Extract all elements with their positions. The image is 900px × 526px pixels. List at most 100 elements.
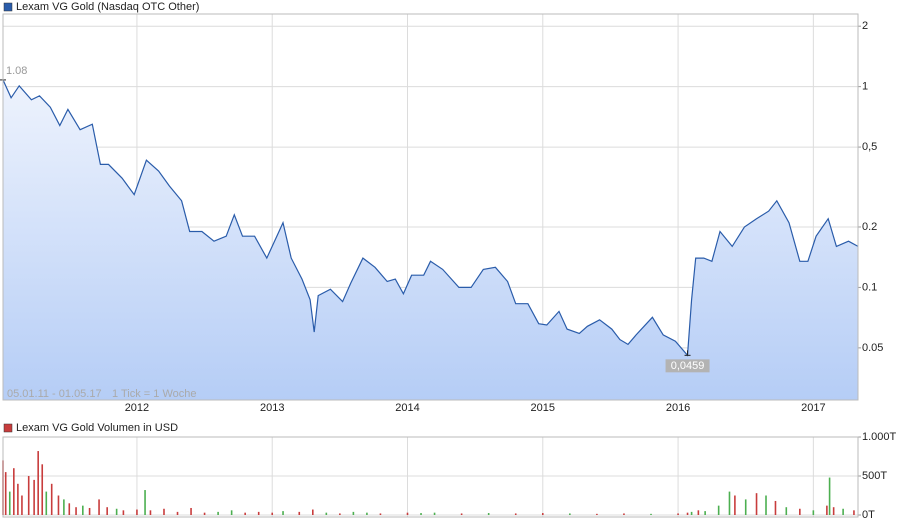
volume-bar: [406, 512, 409, 515]
volume-bar: [744, 499, 747, 515]
volume-bar: [176, 511, 179, 515]
area-fill: [3, 79, 858, 401]
x-tick-label: 2012: [125, 402, 149, 414]
volume-bar: [460, 513, 463, 515]
x-tick-label: 2014: [395, 402, 419, 414]
volume-bar: [366, 512, 368, 515]
volume-bar: [596, 513, 598, 515]
x-tick-label: 2015: [531, 402, 555, 414]
min-label-box: [665, 359, 710, 373]
volume-bar: [63, 499, 65, 515]
volume-bar: [33, 479, 35, 515]
volume-bar: [115, 508, 118, 515]
volume-bar: [21, 495, 23, 515]
volume-bar: [163, 508, 165, 515]
volume-bar: [75, 507, 77, 515]
x-tick-label: 2016: [666, 402, 690, 414]
max-label: 1.08: [6, 65, 27, 77]
volume-bar: [728, 491, 731, 515]
volume-bar: [420, 513, 422, 515]
tick-note: 1 Tick = 1 Woche: [112, 388, 196, 400]
volume-bar: [704, 511, 706, 515]
volume-bar: [50, 483, 53, 515]
y-tick-label: 500T: [862, 470, 887, 482]
volume-bar: [774, 500, 777, 515]
volume-bar: [433, 512, 436, 515]
volume-bar: [717, 505, 720, 515]
volume-bar: [106, 507, 108, 515]
volume-bar: [98, 499, 100, 515]
legend-swatch: [3, 2, 13, 12]
volume-bar: [686, 512, 689, 515]
legend-label: Lexam VG Gold Volumen in USD: [16, 422, 178, 434]
y-tick-label: 1.000T: [862, 431, 897, 443]
volume-bar: [190, 507, 192, 515]
min-label: 0,0459: [671, 360, 705, 372]
legend-swatch: [3, 423, 13, 433]
volume-bar: [487, 513, 490, 515]
volume-bar: [203, 512, 206, 515]
y-tick-label: 0.05: [862, 342, 883, 354]
volume-bar: [569, 513, 571, 515]
volume-bar: [812, 510, 815, 515]
x-tick-label: 2013: [260, 402, 284, 414]
plot-frame: [2, 436, 859, 518]
volume-bar: [68, 503, 71, 515]
date-range-note: 05.01.11 - 01.05.17: [7, 388, 102, 400]
volume-bar: [41, 464, 44, 515]
volume-bar: [799, 508, 801, 515]
y-tick-label: 1: [862, 81, 868, 93]
volume-bar: [82, 505, 84, 515]
price-line: [2, 79, 859, 357]
volume-bar: [45, 491, 48, 515]
volume-bar: [136, 509, 138, 515]
volume-bar: [122, 510, 125, 515]
volume-bar: [4, 472, 7, 515]
volume-bar: [149, 510, 152, 515]
volume-bar: [623, 513, 625, 515]
volume-bar: [853, 510, 855, 515]
volume-bar: [57, 495, 60, 515]
plot-frame: [2, 13, 859, 401]
volume-bar: [298, 511, 301, 515]
volume-bar: [826, 505, 828, 515]
y-tick-label: 0.2: [862, 221, 877, 233]
volume-bar: [765, 495, 767, 515]
y-tick-label: 0,5: [862, 141, 877, 153]
volume-bar: [8, 491, 11, 515]
volume-bar: [677, 513, 679, 515]
volume-bar: [832, 507, 835, 515]
volume-bar: [514, 513, 517, 515]
volume-bar: [690, 511, 693, 515]
volume-bar: [13, 468, 15, 515]
volume-bar: [144, 490, 146, 515]
volume-bar: [339, 513, 341, 515]
volume-bar: [541, 513, 544, 515]
volume-bar: [17, 483, 19, 515]
volume-bar: [257, 511, 260, 515]
volume-bar: [312, 509, 314, 515]
volume-bar: [271, 512, 274, 515]
volume-bar: [697, 510, 700, 515]
volume-bar: [755, 493, 758, 515]
y-tick-label: 0T: [862, 509, 875, 521]
x-tick-label: 2017: [801, 402, 825, 414]
volume-bar: [734, 495, 736, 515]
volume-bar: [325, 512, 328, 515]
volume-bar: [650, 513, 652, 515]
legend-label: Lexam VG Gold (Nasdaq OTC Other): [16, 1, 199, 13]
volume-bar: [88, 507, 91, 515]
volume-bar: [37, 451, 39, 515]
volume-bar: [217, 511, 219, 515]
volume-bar: [282, 511, 284, 515]
y-tick-label: 0.1: [862, 281, 877, 293]
volume-bar: [230, 510, 233, 515]
volume-bar: [785, 507, 788, 515]
volume-bar: [27, 476, 30, 515]
volume-bar: [842, 508, 844, 515]
volume-bar: [352, 511, 355, 515]
y-tick-label: 2: [862, 20, 868, 32]
volume-bar: [244, 512, 246, 515]
